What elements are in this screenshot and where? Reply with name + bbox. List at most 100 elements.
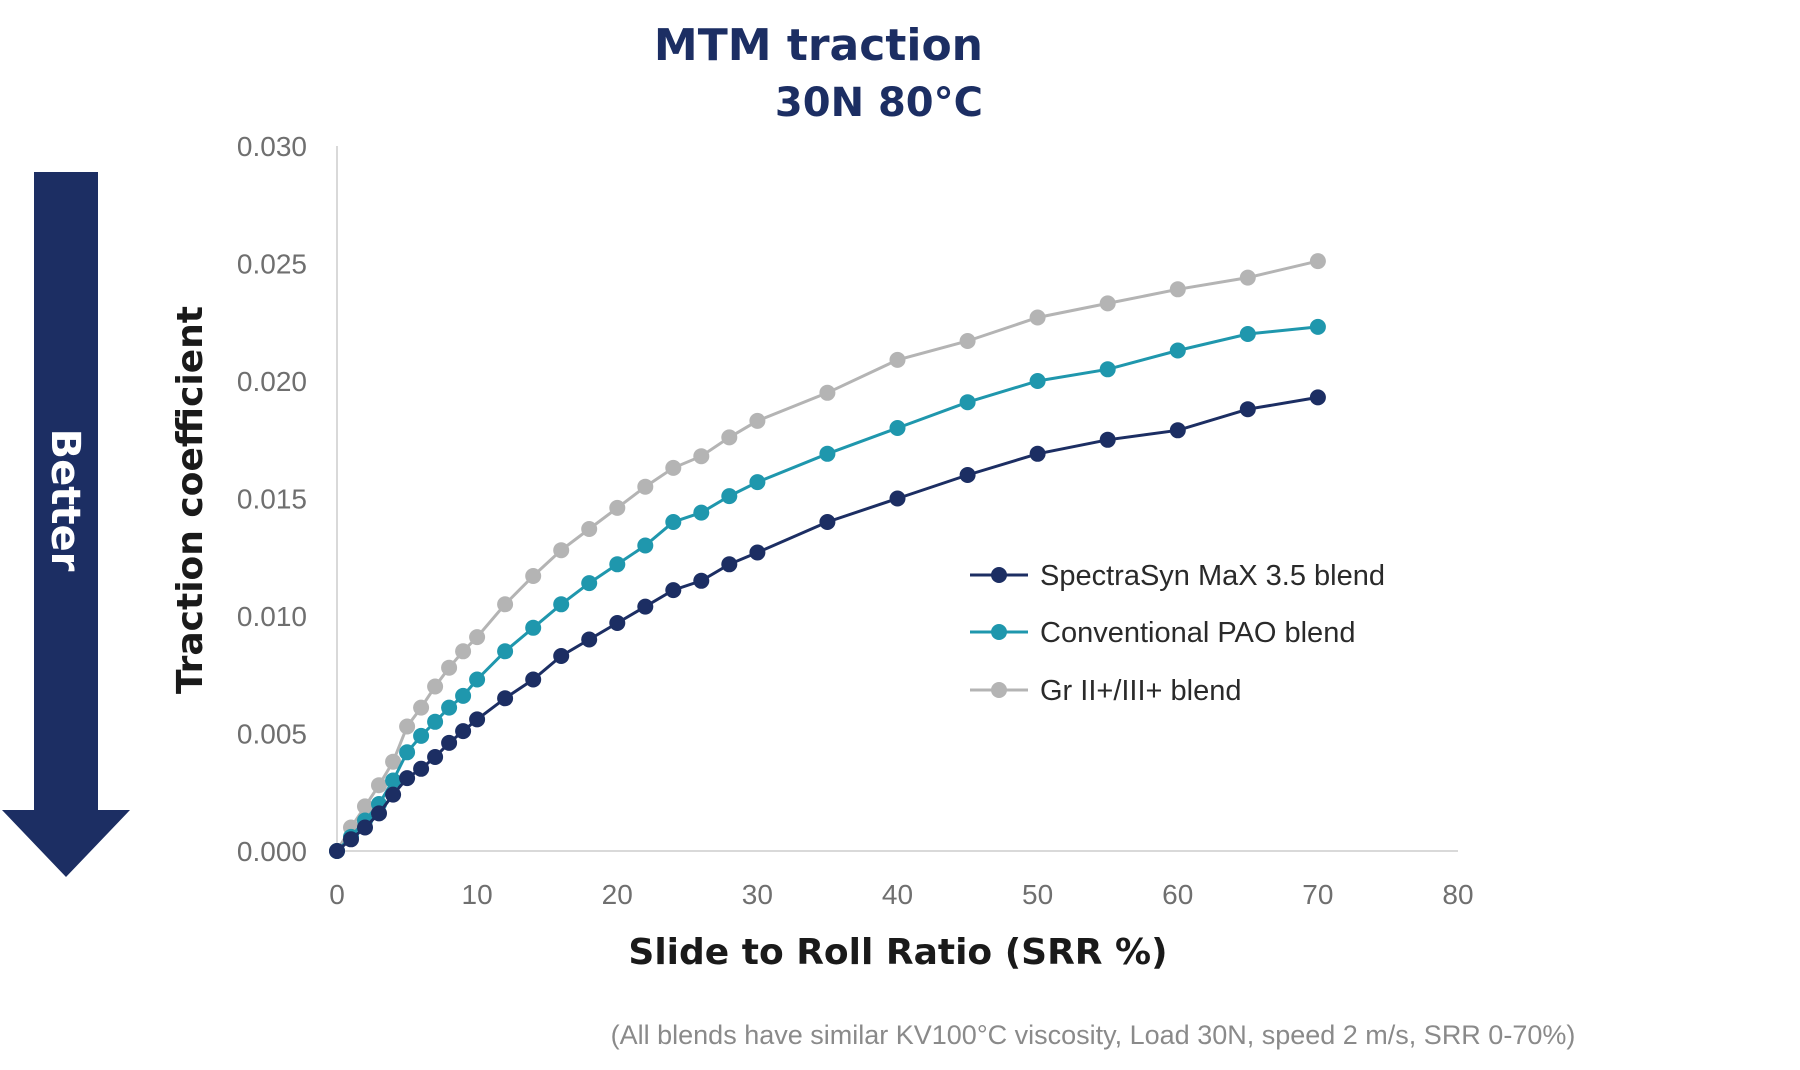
data-point bbox=[385, 786, 402, 803]
data-point bbox=[497, 643, 514, 660]
data-point bbox=[609, 499, 626, 516]
data-point bbox=[749, 412, 766, 429]
data-point bbox=[399, 770, 416, 787]
data-point bbox=[889, 490, 906, 507]
y-tick-label: 0.000 bbox=[237, 836, 307, 867]
data-point bbox=[749, 474, 766, 491]
data-point bbox=[427, 678, 444, 695]
legend-label: Conventional PAO blend bbox=[1040, 617, 1355, 649]
data-point bbox=[637, 598, 654, 615]
legend-item: SpectraSyn MaX 3.5 blend bbox=[970, 560, 1385, 592]
y-tick-label: 0.005 bbox=[237, 719, 307, 750]
data-point bbox=[385, 753, 402, 770]
data-point bbox=[399, 718, 416, 735]
data-point bbox=[721, 429, 738, 446]
data-point bbox=[749, 544, 766, 561]
y-axis-label: Traction coefficient bbox=[170, 306, 211, 694]
better-arrow: Better bbox=[2, 172, 130, 877]
y-tick-label: 0.010 bbox=[237, 601, 307, 632]
legend-label: SpectraSyn MaX 3.5 blend bbox=[1040, 560, 1385, 592]
data-point bbox=[721, 488, 738, 505]
x-axis-ticks: 0 10 20 30 40 50 60 70 80 bbox=[329, 879, 1473, 910]
data-point bbox=[371, 777, 387, 794]
y-tick-label: 0.030 bbox=[237, 131, 307, 162]
y-tick-label: 0.020 bbox=[237, 366, 307, 397]
legend-swatch-marker bbox=[991, 682, 1007, 698]
data-point bbox=[343, 831, 359, 848]
data-point bbox=[441, 699, 458, 716]
data-point bbox=[553, 648, 570, 664]
data-point bbox=[1309, 253, 1326, 270]
data-point bbox=[1099, 295, 1116, 312]
data-point bbox=[455, 723, 472, 740]
legend-swatch-marker bbox=[991, 567, 1007, 583]
data-point bbox=[1169, 422, 1186, 439]
legend: SpectraSyn MaX 3.5 blend Conventional PAO… bbox=[970, 560, 1385, 707]
chart-subtitle: 30N 80°C bbox=[775, 80, 983, 126]
x-tick-label: 40 bbox=[882, 879, 913, 910]
data-point bbox=[693, 448, 710, 465]
data-point bbox=[469, 629, 486, 646]
data-point bbox=[553, 542, 570, 559]
series-layer bbox=[329, 253, 1326, 859]
legend-swatch-marker bbox=[991, 624, 1007, 640]
data-point bbox=[1099, 361, 1116, 378]
data-point bbox=[819, 384, 836, 401]
chart-title: MTM traction bbox=[654, 20, 983, 71]
data-point bbox=[441, 659, 458, 676]
data-point bbox=[1169, 342, 1186, 359]
data-point bbox=[357, 798, 373, 815]
data-point bbox=[427, 749, 444, 765]
data-point bbox=[665, 459, 682, 476]
x-tick-label: 80 bbox=[1442, 879, 1473, 910]
data-point bbox=[469, 671, 486, 688]
data-point bbox=[959, 394, 976, 411]
data-point bbox=[1309, 389, 1326, 406]
y-tick-label: 0.025 bbox=[237, 249, 307, 280]
data-point bbox=[959, 333, 976, 349]
x-tick-label: 20 bbox=[602, 879, 633, 910]
data-point bbox=[441, 734, 458, 751]
data-point bbox=[497, 690, 514, 707]
data-point bbox=[455, 687, 472, 704]
data-point bbox=[959, 467, 976, 483]
data-point bbox=[427, 713, 444, 730]
data-point bbox=[1099, 431, 1116, 448]
data-point bbox=[609, 615, 626, 631]
x-axis-label: Slide to Roll Ratio (SRR %) bbox=[628, 932, 1167, 973]
data-point bbox=[469, 711, 486, 728]
data-point bbox=[357, 819, 373, 836]
data-point bbox=[455, 643, 472, 660]
data-point bbox=[399, 744, 416, 761]
data-point bbox=[889, 420, 906, 436]
data-point bbox=[371, 805, 387, 822]
down-arrow-icon bbox=[2, 172, 130, 877]
y-tick-label: 0.015 bbox=[237, 484, 307, 515]
data-point bbox=[1309, 318, 1326, 335]
data-point bbox=[581, 521, 598, 537]
better-label: Better bbox=[42, 429, 88, 572]
data-point bbox=[693, 572, 710, 589]
data-point bbox=[819, 514, 836, 530]
legend-item: Conventional PAO blend bbox=[970, 617, 1355, 649]
legend-label: Gr II+/III+ blend bbox=[1040, 675, 1242, 707]
data-point bbox=[721, 556, 738, 573]
data-point bbox=[581, 631, 598, 648]
data-point bbox=[1239, 326, 1256, 342]
legend-item: Gr II+/III+ blend bbox=[970, 675, 1242, 707]
x-tick-label: 60 bbox=[1162, 879, 1193, 910]
data-point bbox=[413, 699, 430, 716]
data-point bbox=[637, 537, 654, 554]
data-point bbox=[637, 478, 654, 495]
data-point bbox=[609, 556, 626, 573]
footnote: (All blends have similar KV100°C viscosi… bbox=[611, 1020, 1576, 1050]
data-point bbox=[1239, 269, 1256, 286]
data-point bbox=[497, 596, 514, 613]
data-point bbox=[525, 619, 542, 636]
data-point bbox=[1169, 281, 1186, 298]
data-point bbox=[819, 445, 836, 462]
data-point bbox=[525, 671, 542, 688]
data-point bbox=[693, 504, 710, 521]
data-point bbox=[665, 514, 682, 530]
